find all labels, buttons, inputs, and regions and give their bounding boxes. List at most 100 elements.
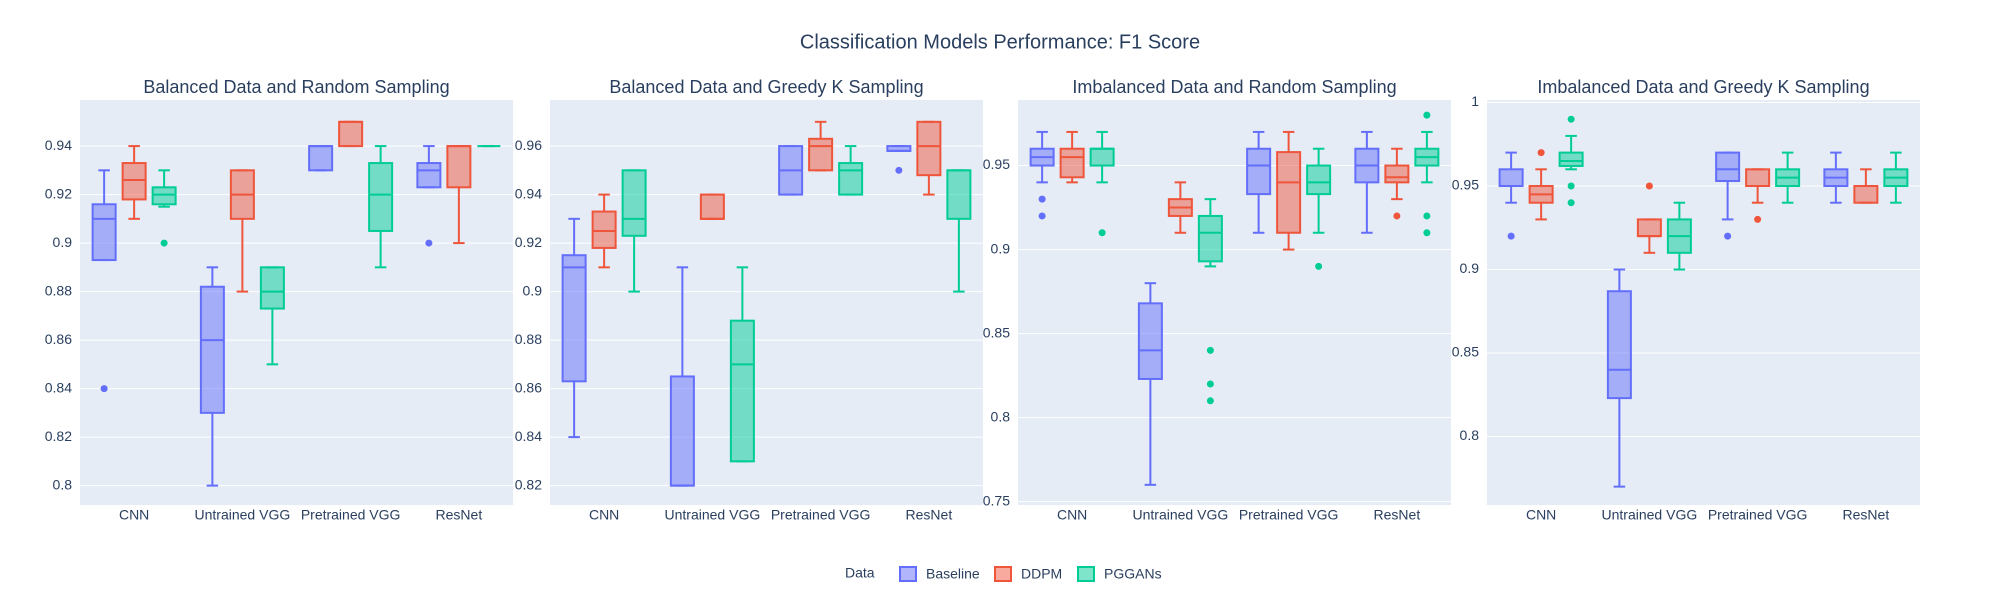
- x-tick-label: ResNet: [436, 507, 483, 523]
- y-tick-label: 0.94: [515, 185, 542, 201]
- y-tick-label: 0.8: [1460, 427, 1480, 443]
- outlier: [1206, 380, 1214, 388]
- outlier: [1567, 182, 1575, 190]
- legend-label: DDPM: [1021, 566, 1062, 582]
- x-tick-label: Untrained VGG: [1133, 507, 1229, 523]
- box: [121, 162, 147, 201]
- outlier: [1206, 397, 1214, 405]
- outlier: [1507, 232, 1515, 240]
- x-tick-label: Untrained VGG: [665, 507, 761, 523]
- outlier: [1567, 115, 1575, 123]
- box: [591, 210, 617, 249]
- box: [199, 285, 225, 414]
- legend-swatch: [994, 566, 1012, 582]
- outlier: [100, 385, 108, 393]
- box: [338, 120, 364, 148]
- outlier: [1206, 346, 1214, 354]
- box: [151, 186, 177, 206]
- box: [699, 193, 725, 220]
- box: [1853, 185, 1879, 204]
- box: [1558, 151, 1584, 167]
- y-tick-label: 0.96: [515, 137, 542, 153]
- y-tick-label: 0.95: [1452, 177, 1479, 193]
- outlier: [1098, 229, 1106, 237]
- box: [1276, 151, 1302, 234]
- y-tick-label: 0.88: [515, 331, 542, 347]
- x-tick-label: ResNet: [906, 507, 953, 523]
- y-tick-label: 0.9: [991, 240, 1011, 256]
- box: [1498, 168, 1524, 188]
- subplot-title: Balanced Data and Greedy K Sampling: [609, 77, 923, 97]
- box: [1636, 218, 1662, 238]
- box: [368, 162, 394, 232]
- y-tick-label: 0.94: [45, 137, 72, 153]
- box: [1089, 147, 1115, 167]
- x-tick-label: Untrained VGG: [195, 507, 291, 523]
- outlier: [1423, 212, 1431, 220]
- y-tick-label: 0.85: [983, 324, 1010, 340]
- box: [838, 162, 864, 196]
- outlier: [425, 239, 433, 247]
- y-tick-label: 0.9: [523, 282, 543, 298]
- plot-background: [1487, 100, 1920, 505]
- box: [1059, 147, 1085, 179]
- legend-swatch: [899, 566, 917, 582]
- y-tick-label: 0.95: [983, 156, 1010, 172]
- y-tick-label: 0.84: [45, 379, 72, 395]
- outlier: [160, 239, 168, 247]
- x-tick-label: CNN: [1526, 507, 1556, 523]
- x-tick-label: Pretrained VGG: [301, 507, 401, 523]
- box: [446, 145, 472, 189]
- box: [259, 266, 285, 310]
- outlier: [1315, 262, 1323, 270]
- outlier: [1537, 149, 1545, 157]
- box: [621, 169, 647, 237]
- y-tick-label: 0.82: [515, 476, 542, 492]
- box: [669, 375, 695, 487]
- box: [91, 203, 117, 262]
- x-tick-label: CNN: [1057, 507, 1087, 523]
- y-tick-label: 0.86: [45, 331, 72, 347]
- box: [308, 145, 334, 172]
- box: [1246, 147, 1272, 196]
- box: [1197, 214, 1223, 263]
- y-tick-label: 0.86: [515, 379, 542, 395]
- subplot-title: Imbalanced Data and Greedy K Sampling: [1537, 77, 1869, 97]
- x-tick-label: CNN: [119, 507, 149, 523]
- legend-label: Baseline: [926, 566, 980, 582]
- box: [1306, 164, 1332, 196]
- box: [1606, 290, 1632, 400]
- y-tick-label: 0.92: [515, 234, 542, 250]
- legend-swatch: [1077, 566, 1095, 582]
- box: [729, 319, 755, 463]
- outlier: [895, 166, 903, 174]
- x-tick-label: Untrained VGG: [1602, 507, 1698, 523]
- outlier: [1423, 111, 1431, 119]
- box: [946, 169, 972, 220]
- box: [1745, 168, 1771, 188]
- chart-title: Classification Models Performance: F1 Sc…: [800, 31, 1200, 53]
- legend-title: Data: [845, 565, 875, 581]
- x-tick-label: Pretrained VGG: [1239, 507, 1339, 523]
- y-tick-label: 0.85: [1452, 344, 1479, 360]
- y-tick-label: 0.8: [991, 408, 1011, 424]
- y-tick-label: 1: [1471, 93, 1479, 109]
- y-tick-label: 0.9: [1460, 260, 1480, 276]
- x-tick-label: Pretrained VGG: [1708, 507, 1808, 523]
- outlier: [1724, 232, 1732, 240]
- y-tick-label: 0.75: [983, 492, 1010, 508]
- y-tick-label: 0.84: [515, 428, 542, 444]
- subplot-title: Balanced Data and Random Sampling: [143, 77, 449, 97]
- box: [916, 120, 942, 177]
- x-tick-label: Pretrained VGG: [771, 507, 871, 523]
- box: [416, 162, 442, 189]
- y-tick-label: 0.92: [45, 185, 72, 201]
- outlier: [1038, 195, 1046, 203]
- outlier: [1645, 182, 1653, 190]
- x-tick-label: ResNet: [1843, 507, 1890, 523]
- outlier: [1567, 199, 1575, 207]
- outlier: [1754, 215, 1762, 223]
- box: [808, 137, 834, 172]
- y-tick-label: 0.88: [45, 282, 72, 298]
